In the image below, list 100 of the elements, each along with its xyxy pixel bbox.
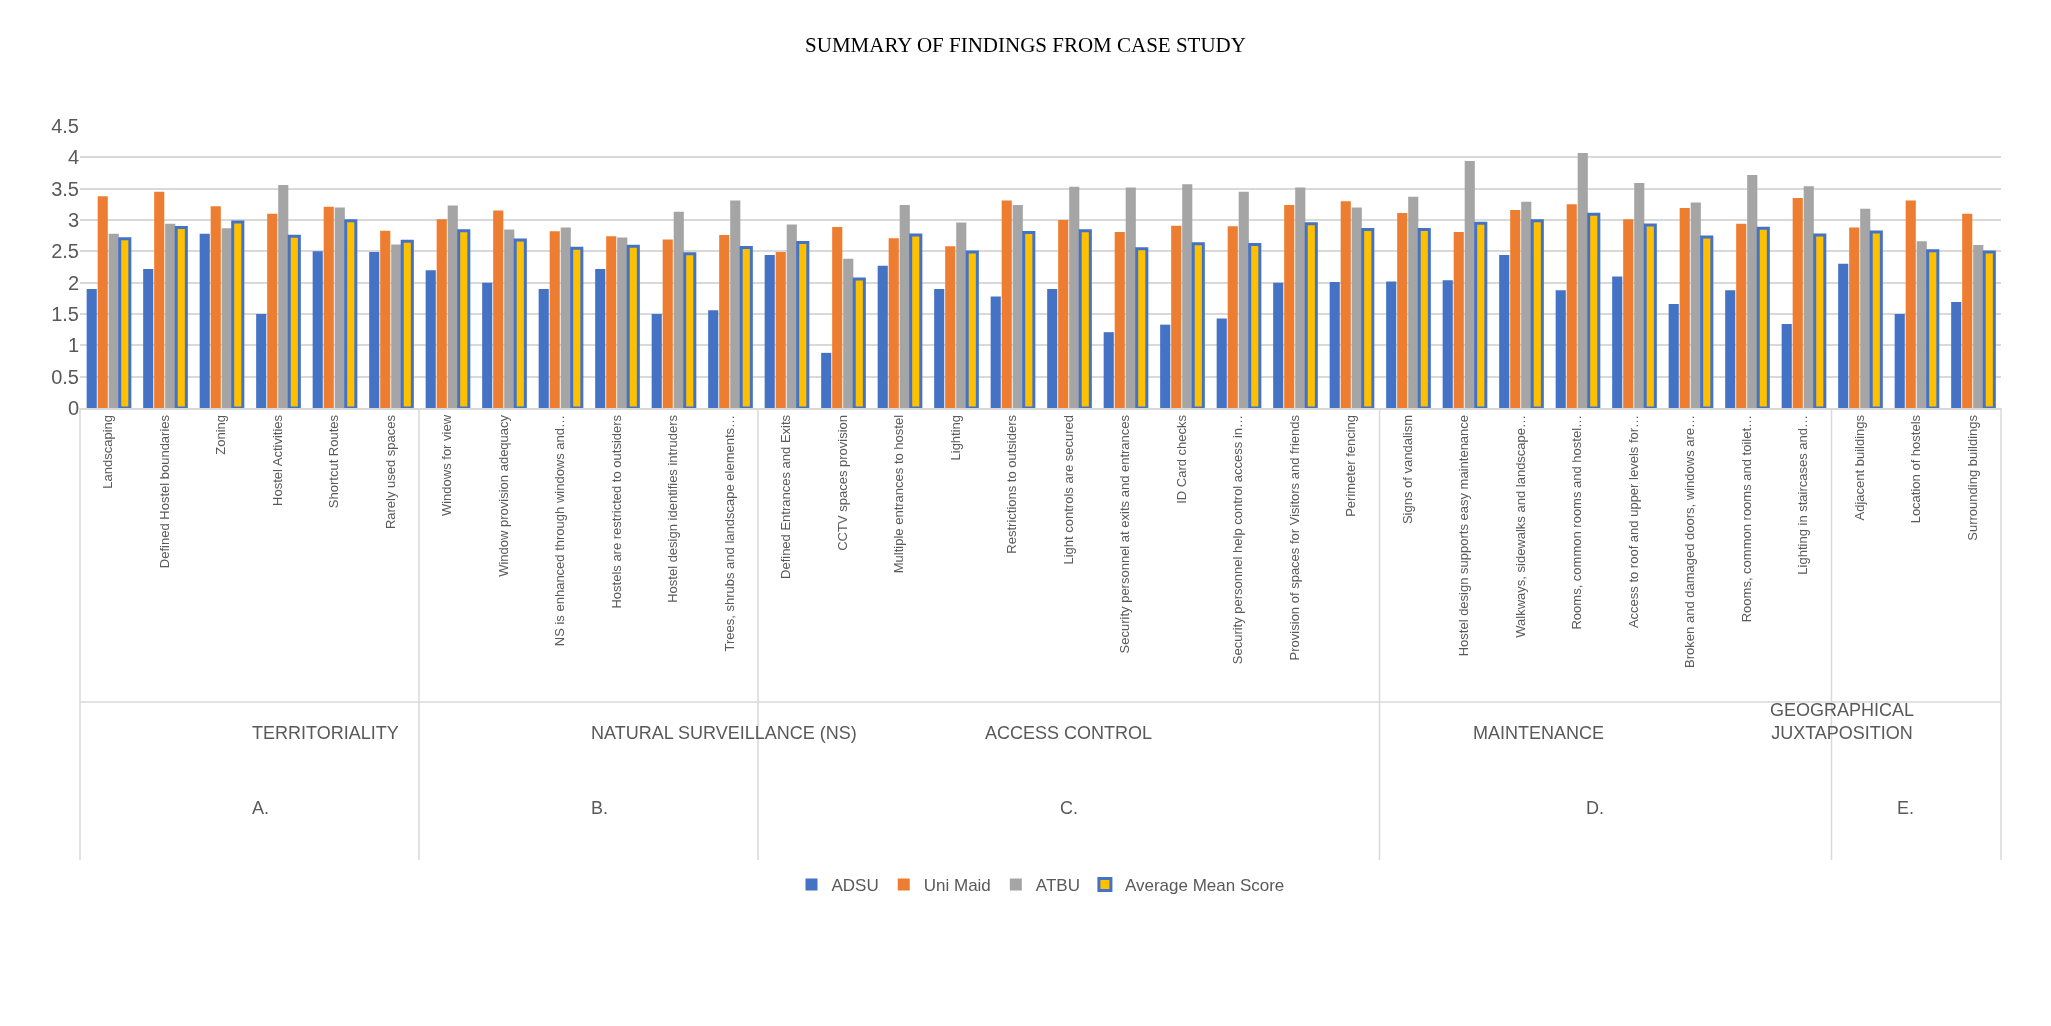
bar (1813, 233, 1827, 408)
bar (1725, 290, 1736, 408)
x-tick-label: Hostels are restricted to outsiders (608, 414, 624, 609)
y-tick-label: 0 (67, 397, 79, 419)
bar (1135, 247, 1149, 408)
x-tick-label: Rarely used spaces (382, 414, 398, 530)
bar (334, 207, 345, 408)
bar (1078, 229, 1092, 408)
bar (843, 258, 854, 408)
bar (1386, 281, 1397, 408)
x-tick-label: Perimeter fencing (1343, 414, 1359, 517)
bar (708, 310, 719, 408)
x-tick-label: Zoning (213, 414, 229, 455)
x-tick-label: Security personnel help control access in… (1230, 414, 1246, 665)
x-axis-title: TERRITORIALITY (252, 723, 399, 743)
bar (673, 211, 684, 408)
y-tick-label: 3 (67, 209, 79, 231)
x-tick-label: Hostel design identifies intruders (665, 414, 681, 603)
bar (549, 231, 560, 408)
x-tick-label: Access to roof and upper levels for… (1625, 414, 1641, 629)
bar (899, 204, 910, 408)
bar (1499, 255, 1510, 408)
bar (1171, 225, 1182, 408)
bar (1668, 303, 1679, 408)
bar (1747, 174, 1758, 408)
bar (538, 288, 549, 408)
bar (1238, 191, 1249, 408)
bar (174, 226, 188, 408)
bar (1397, 213, 1408, 408)
bar (1058, 220, 1069, 408)
text: B. (591, 798, 609, 818)
bar (1679, 208, 1690, 408)
bar (504, 229, 515, 408)
x-tick-label: Rooms, common rooms and hostel… (1569, 414, 1585, 630)
text: D. (1586, 798, 1604, 818)
bar (1634, 183, 1645, 408)
x-tick-label: Multiple entrances to hostel (891, 414, 907, 574)
bar (154, 191, 165, 408)
x-tick-label: Light controls are secured (1060, 414, 1076, 565)
bar (1351, 207, 1362, 408)
bar (1012, 204, 1023, 408)
bar (1566, 204, 1577, 408)
bar (118, 237, 132, 408)
text: A. (252, 798, 270, 818)
x-tick-label: Lighting in staircases and… (1795, 414, 1811, 575)
bar (595, 268, 606, 408)
text: C. (1060, 798, 1078, 818)
x-tick-label: Window provision adequacy (495, 414, 511, 577)
bar (1340, 201, 1351, 408)
bar (909, 233, 923, 408)
bar (1792, 198, 1803, 408)
bar (1530, 219, 1544, 408)
bar (1442, 280, 1453, 408)
x-tick-label: Provision of spaces for Visitors and friends (1286, 414, 1302, 661)
y-tick-label: 3.5 (51, 177, 79, 200)
bar (606, 236, 617, 408)
bar (400, 239, 414, 408)
x-tick-label: Walkways, sidewalks and landscape… (1512, 414, 1528, 638)
bar (570, 246, 584, 408)
bar (86, 288, 97, 408)
bar (1114, 231, 1125, 408)
bar (1022, 231, 1036, 408)
bar (1295, 187, 1306, 408)
bar (165, 223, 176, 408)
x-tick-label: Windows for view (439, 414, 455, 517)
bar (1227, 226, 1238, 408)
bar (719, 235, 730, 408)
x-tick-label: Location of hostels (1908, 414, 1924, 524)
bar (1069, 186, 1080, 408)
bar (764, 255, 775, 408)
bar (956, 222, 967, 408)
bar (425, 270, 436, 408)
bar (256, 314, 267, 408)
bar (143, 268, 154, 408)
x-tick-label: Broken and damaged doors, windows are… (1682, 414, 1698, 668)
bar (312, 251, 323, 408)
bar (97, 196, 108, 408)
x-tick-label: Defined Hostel boundaries (156, 414, 172, 569)
x-tick-label: Landscaping (100, 414, 116, 489)
bar (210, 206, 221, 408)
bar (877, 265, 888, 408)
bar (990, 296, 1001, 408)
x-tick-label: Trees, shrubs and landscape elements… (721, 414, 737, 652)
x-tick-label: Restrictions to outsiders (1004, 414, 1020, 554)
bar (1781, 324, 1792, 408)
bar (1643, 223, 1657, 408)
bar (965, 250, 979, 408)
bar (945, 246, 956, 408)
bar (1182, 184, 1193, 408)
bar (1951, 302, 1962, 408)
bar (1700, 235, 1714, 408)
bar (1329, 282, 1340, 408)
x-tick-label: Hostel Activities (269, 414, 285, 506)
y-tick-label: 1 (67, 334, 79, 357)
bar (1869, 230, 1883, 408)
bar (231, 220, 245, 408)
bar (513, 238, 527, 408)
bar (651, 314, 662, 408)
bar (626, 244, 640, 408)
bar (560, 227, 571, 408)
